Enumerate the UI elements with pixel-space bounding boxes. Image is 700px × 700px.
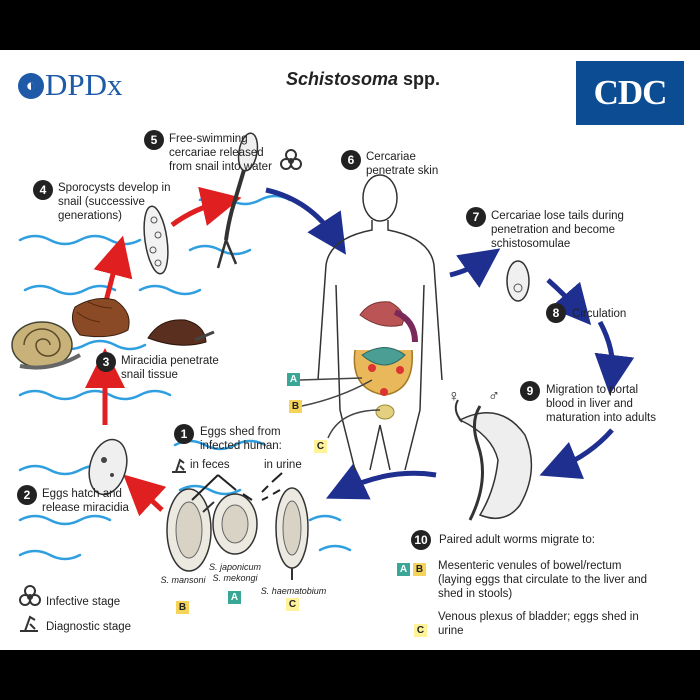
cercaria-illustration — [216, 132, 259, 269]
female-symbol: ♀ — [448, 388, 460, 405]
step-7-text: Cercariae lose tails during penetration … — [491, 210, 624, 250]
step-5-number: 5 — [144, 130, 164, 150]
step-6-text: Cercariae penetrate skin — [366, 151, 439, 177]
diagram-artwork — [11, 132, 635, 632]
step-9-number: 9 — [520, 381, 540, 401]
cdc-logo: CDC — [576, 61, 684, 125]
lifecycle-diagram: ◐ DPDx Schistosoma spp. CDC 5 Free-swimmi… — [0, 50, 700, 650]
badge-a-body: A — [287, 373, 300, 386]
step-9-text: Migration to portal blood in liver and m… — [546, 384, 656, 424]
sporocyst-illustration — [143, 205, 169, 275]
species-mansoni: S. mansoni — [160, 575, 206, 585]
badge-c-body: C — [314, 440, 327, 453]
miracidium-illustration — [88, 438, 128, 496]
egg-illustrations — [166, 487, 309, 580]
biohazard-icon — [280, 149, 302, 170]
intestines-illustration — [353, 301, 418, 420]
badge-c-migration: C — [414, 624, 427, 637]
step-4-number: 4 — [33, 180, 53, 200]
egg-branch-lines — [191, 472, 283, 501]
species-haematobium: S. haematobium — [260, 586, 327, 596]
legend-infective-label: Infective stage — [46, 596, 121, 608]
dpdx-logo: ◐ DPDx — [18, 67, 123, 103]
badge-a-migration: A — [397, 563, 410, 576]
step-10-number: 10 — [411, 530, 431, 550]
microscope-icon-eggs — [172, 458, 186, 473]
step-4-text: Sporocysts develop in snail (successive … — [58, 182, 171, 222]
step-2-number: 2 — [17, 485, 37, 505]
step-7-number: 7 — [466, 207, 486, 227]
page-title: Schistosoma spp. — [286, 69, 441, 89]
dpdx-logo-mark: ◐ — [18, 73, 44, 99]
biohazard-icon-legend — [19, 585, 41, 606]
snail-illustrations — [11, 298, 215, 370]
badge-b-mansoni: B — [176, 601, 189, 614]
badge-b-migration: B — [413, 563, 426, 576]
schistosomulum-illustration — [506, 260, 530, 302]
eggs-in-urine-label: in urine — [264, 459, 302, 471]
step-3-number: 3 — [96, 352, 116, 372]
human-body-illustration — [317, 174, 443, 471]
badge-c-haematobium: C — [286, 598, 299, 611]
step-8-number: 8 — [546, 303, 566, 323]
badge-a-japonicum: A — [228, 591, 241, 604]
step-2-text: Eggs hatch and release miracidia — [42, 488, 129, 514]
eggs-in-feces-label: in feces — [190, 459, 230, 471]
step-5-text: Free-swimming cercariae released from sn… — [169, 133, 272, 173]
male-symbol: ♂ — [488, 388, 500, 405]
step-10-text: Paired adult worms migrate to: — [439, 534, 595, 546]
migration-c-text: Venous plexus of bladder; eggs shed in u… — [438, 611, 639, 637]
microscope-icon-legend — [20, 615, 38, 632]
pointer-lines — [299, 377, 381, 439]
step-8-text: Circulation — [572, 308, 627, 320]
legend-diagnostic-label: Diagnostic stage — [46, 621, 132, 633]
species-mekongi: S. mekongi — [212, 573, 258, 583]
blue-arrows — [265, 187, 635, 500]
adult-worms-illustration — [454, 399, 533, 521]
badge-b-body: B — [289, 400, 302, 413]
species-japonicum: S. japonicum — [208, 562, 262, 572]
step-1-number: 1 — [174, 424, 194, 444]
red-arrows — [85, 186, 242, 517]
step-6-number: 6 — [341, 150, 361, 170]
migration-ab-text: Mesenteric venules of bowel/rectum (layi… — [438, 560, 648, 600]
step-1-text: Eggs shed from infected human: — [200, 426, 282, 452]
step-3-text: Miracidia penetrate snail tissue — [121, 355, 219, 381]
